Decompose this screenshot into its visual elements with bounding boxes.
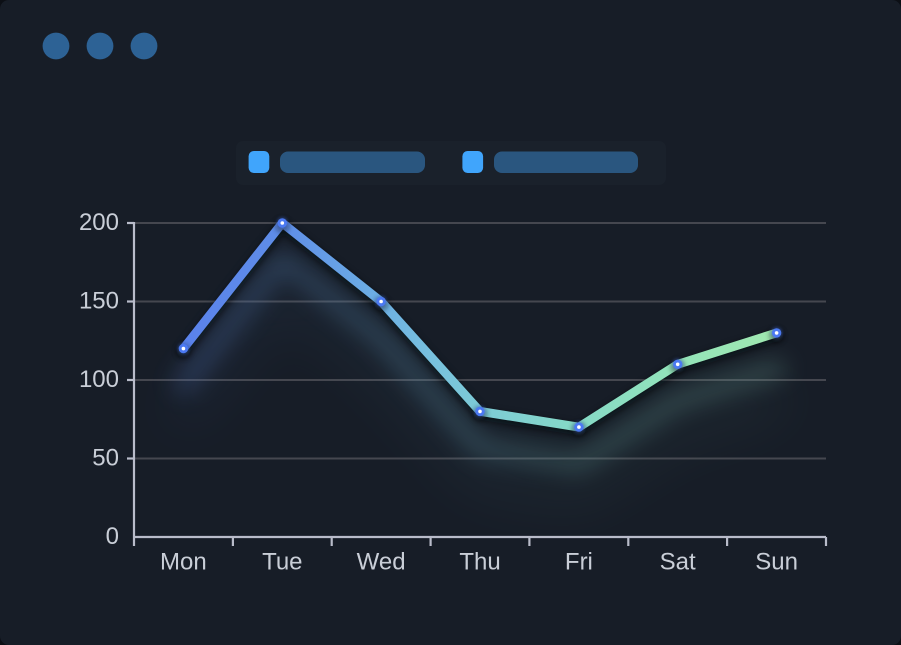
svg-text:Sat: Sat [660, 549, 696, 576]
svg-text:50: 50 [92, 445, 119, 472]
svg-text:150: 150 [79, 288, 119, 315]
svg-text:Sun: Sun [755, 549, 798, 576]
svg-text:Wed: Wed [357, 549, 406, 576]
svg-text:0: 0 [106, 523, 119, 550]
svg-text:Mon: Mon [160, 549, 207, 576]
svg-text:100: 100 [79, 366, 119, 393]
svg-text:200: 200 [79, 209, 119, 236]
svg-text:Thu: Thu [459, 549, 500, 576]
svg-text:Tue: Tue [262, 549, 302, 576]
svg-text:Fri: Fri [565, 549, 593, 576]
